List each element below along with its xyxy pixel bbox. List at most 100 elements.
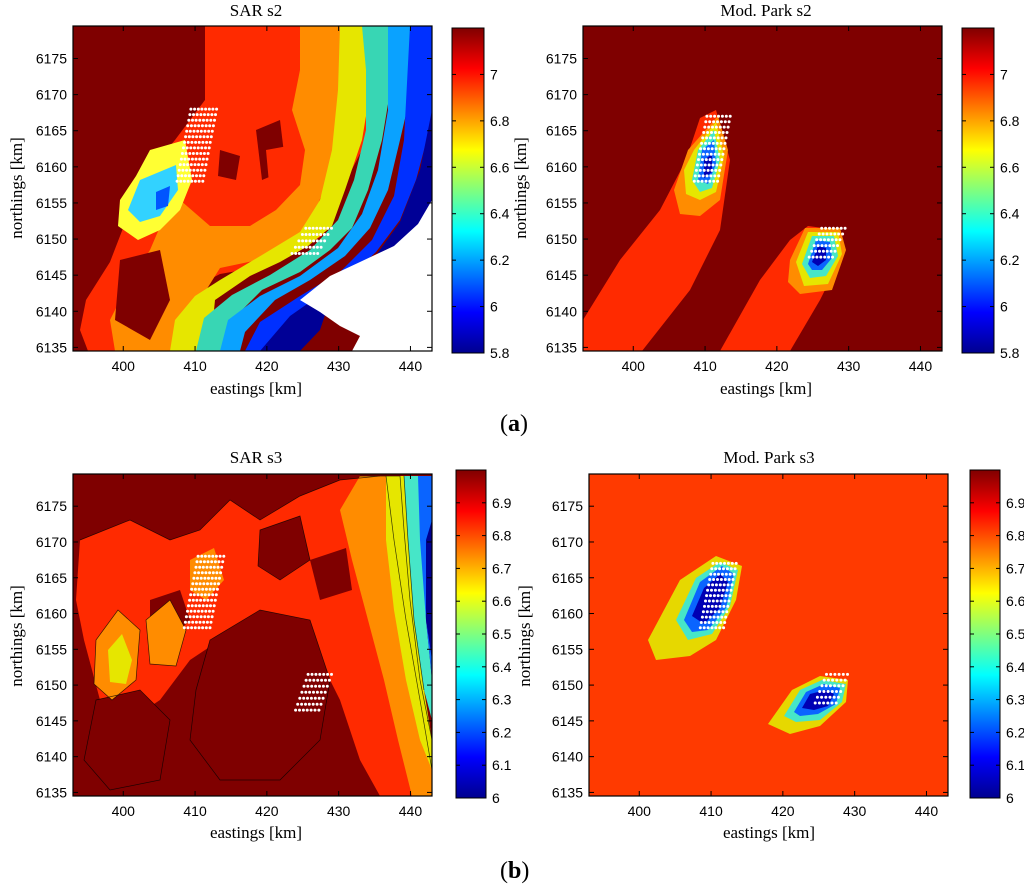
turbine-marker	[709, 174, 713, 178]
colorbar: 5.8 6 6.2 6.4 6.6 6.8 7	[451, 27, 510, 361]
turbine-marker	[178, 163, 182, 167]
turbine-marker	[202, 620, 206, 624]
x-tick-label: 410	[183, 803, 207, 819]
turbine-marker	[326, 226, 330, 230]
turbine-marker	[195, 135, 199, 139]
turbine-marker	[202, 118, 205, 122]
turbine-marker	[201, 157, 205, 161]
x-tick-label: 430	[327, 358, 351, 374]
turbine-marker	[816, 244, 820, 248]
turbine-marker	[205, 140, 209, 144]
turbine-marker	[717, 588, 721, 592]
turbine-marker	[200, 124, 204, 128]
turbine-marker	[208, 571, 212, 575]
turbine-marker	[191, 174, 195, 178]
turbine-marker	[297, 252, 301, 255]
turbine-marker	[835, 690, 838, 693]
turbine-marker	[824, 695, 828, 699]
turbine-marker	[206, 615, 210, 619]
x-tick-label: 400	[112, 358, 136, 374]
turbine-marker	[708, 120, 712, 124]
turbine-marker	[724, 615, 728, 619]
turbine-marker	[319, 690, 323, 694]
turbine-marker	[719, 578, 723, 581]
turbine-marker	[199, 168, 203, 172]
turbine-marker	[294, 252, 298, 255]
turbine-marker	[698, 168, 702, 172]
turbine-marker	[719, 561, 723, 565]
turbine-marker	[315, 226, 319, 230]
turbine-marker	[824, 684, 828, 688]
x-tick-label: 420	[255, 803, 279, 819]
turbine-marker	[312, 245, 316, 249]
turbine-marker	[210, 598, 214, 602]
turbine-marker	[697, 174, 701, 178]
turbine-marker	[843, 226, 847, 230]
plot-frame	[72, 25, 433, 352]
turbine-marker	[716, 594, 720, 598]
turbine-marker	[306, 684, 310, 688]
x-tick-label: 440	[399, 803, 423, 819]
y-tick-label: 6135	[546, 339, 577, 355]
turbine-marker	[703, 125, 707, 129]
y-axis: 6135 6140 6145 6150 6155 6160 6165 6170 6175	[36, 498, 432, 800]
turbine-marker	[211, 124, 215, 128]
turbine-marker	[211, 593, 215, 597]
turbine-marker	[206, 135, 210, 139]
turbine-marker	[713, 114, 717, 118]
turbine-marker	[318, 672, 322, 676]
y-tick-label: 6160	[36, 159, 67, 175]
colorbar-tick-label: 6.8	[1000, 113, 1020, 129]
turbine-marker	[212, 587, 216, 591]
turbine-marker	[290, 252, 294, 255]
turbine-marker	[703, 604, 706, 608]
turbine-marker	[705, 114, 709, 118]
turbine-marker	[715, 599, 719, 603]
turbine-marker	[298, 696, 302, 700]
turbine-marker	[836, 695, 840, 699]
turbine-marker	[697, 158, 700, 162]
turbine-marker	[182, 163, 186, 167]
colorbar-tick-label: 5.8	[1000, 345, 1020, 361]
turbine-marker	[214, 113, 217, 117]
x-axis-label: eastings [km]	[210, 823, 302, 842]
colorbar-tick-label: 6.9	[1006, 495, 1024, 511]
turbine-marker	[726, 125, 730, 129]
x-tick-label: 420	[765, 358, 789, 374]
turbine-marker	[734, 561, 738, 565]
turbine-marker	[311, 702, 315, 706]
turbine-marker	[217, 582, 220, 586]
turbine-marker	[310, 684, 314, 688]
turbine-marker	[190, 179, 194, 183]
turbine-marker	[208, 587, 212, 591]
turbine-marker	[211, 571, 215, 575]
turbine-marker	[826, 678, 830, 682]
colorbar-tick-label: 6.5	[1006, 626, 1024, 642]
turbine-marker	[308, 252, 312, 255]
turbine-marker	[206, 152, 210, 155]
turbine-marker	[722, 626, 726, 630]
turbine-marker	[829, 232, 833, 236]
turbine-marker	[841, 684, 845, 688]
turbine-marker	[706, 168, 710, 172]
turbine-marker	[315, 239, 319, 243]
turbine-marker	[188, 615, 192, 619]
turbine-marker	[726, 583, 730, 587]
turbine-marker	[196, 129, 200, 133]
turbine-marker	[811, 255, 815, 259]
turbine-marker	[709, 610, 713, 614]
colorbar-tick-label: 7	[1000, 66, 1008, 82]
y-tick-label: 6155	[36, 641, 67, 657]
turbine-marker	[727, 578, 731, 581]
turbine-marker	[321, 696, 325, 700]
turbine-marker	[186, 179, 190, 183]
turbine-marker	[720, 615, 724, 619]
turbine-marker	[718, 604, 722, 608]
turbine-marker	[712, 120, 716, 124]
turbine-marker	[189, 609, 193, 613]
turbine-marker	[305, 252, 309, 255]
turbine-marker	[722, 125, 726, 129]
turbine-marker	[215, 587, 219, 591]
turbine-marker	[198, 118, 202, 122]
turbine-marker	[705, 594, 709, 598]
